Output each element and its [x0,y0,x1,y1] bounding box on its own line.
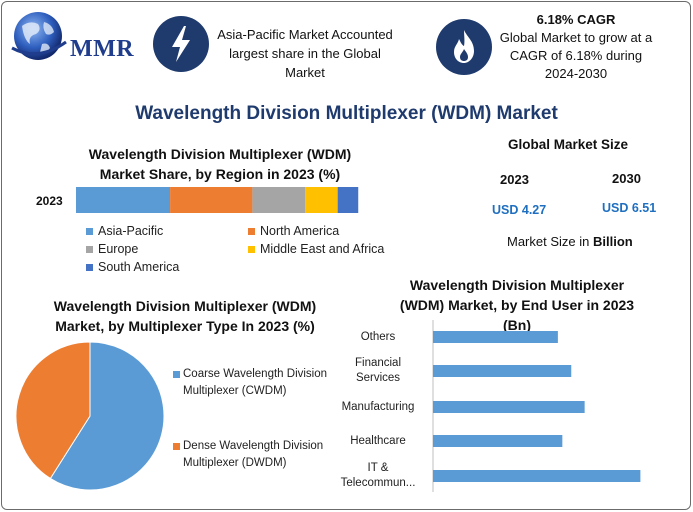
region-segment-south-america [337,187,359,213]
fact-cagr: 6.18% CAGR Global Market to grow at a CA… [492,11,660,83]
enduser-category-label-line: Telecommun... [340,477,416,489]
market-value-2023: USD 4.27 [492,203,547,217]
legend-item-asia-pacific: Asia-Pacific [86,224,163,238]
pie-legend-item-dwdm: Dense Wavelength Division Multiplexer (D… [173,438,343,472]
enduser-category-label: Financial Services [330,356,426,386]
region-bar-label: 2023 [36,194,63,208]
page-title: Wavelength Division Multiplexer (WDM) Ma… [135,103,558,124]
region-chart-title: Wavelength Division Multiplexer (WDM) Ma… [88,146,352,182]
enduser-category-label-line: Others [360,330,396,343]
flame-icon [436,19,492,75]
market-size-note: Market Size in Billion [507,234,633,249]
region-segment-asia-pacific [76,187,171,213]
type-pie-chart [15,341,165,491]
region-segment-middle-east-and-africa [305,187,338,213]
legend-swatch [86,263,93,271]
market-size-title: Global Market Size [508,137,629,152]
enduser-category-label: Healthcare [330,434,426,449]
market-year-2030: 2030 [612,171,641,186]
market-value-2030: USD 6.51 [602,201,657,215]
legend-label: Dense Wavelength Division Multiplexer (D… [183,440,324,469]
legend-label: North America [260,224,340,238]
market-size-note-prefix: Market Size in [507,234,593,249]
legend-swatch [248,245,255,253]
legend-label: Middle East and Africa [260,242,385,256]
enduser-category-label: Others [330,330,426,345]
pie-slice-dwdm [15,341,91,480]
pie-slice-cwdm [49,341,165,491]
enduser-category-label: Manufacturing [330,400,426,415]
cagr-text: Global Market to grow at a CAGR of 6.18%… [499,30,653,81]
pie-legend-item-cwdm: Coarse Wavelength Division Multiplexer (… [173,366,343,400]
cagr-headline: 6.18% CAGR [536,12,616,27]
fact-region-text: Asia-Pacific Market Accounted largest sh… [217,27,393,80]
enduser-bar-manufacturing [433,401,585,413]
region-segment-north-america [170,187,253,213]
legend-item-middle-east-and-africa: Middle East and Africa [248,242,384,256]
legend-swatch [248,227,255,235]
region-segment-europe [252,187,306,213]
region-stacked-bar [76,187,359,213]
enduser-category-label-line: IT & [367,462,389,474]
globe-icon [11,12,67,60]
mmr-logo: MMR [8,8,143,68]
lightning-icon [153,16,209,72]
enduser-bar-healthcare [433,435,563,447]
logo-text: MMR [70,36,135,62]
legend-item-south-america: South America [86,260,179,274]
legend-item-europe: Europe [86,242,138,256]
enduser-category-label-line: Services [355,372,401,384]
enduser-bar-financial-services [433,365,572,377]
legend-item-north-america: North America [248,224,339,238]
enduser-chart-title: Wavelength Division Multiplexer (WDM) Ma… [399,277,635,333]
enduser-category-label: IT & Telecommun... [330,461,426,491]
legend-label: South America [98,260,180,274]
market-year-2023: 2023 [500,172,529,187]
legend-label: Europe [98,242,139,256]
market-size-note-unit: Billion [592,234,633,249]
enduser-bar-it-telecommun [433,470,641,482]
legend-label: Coarse Wavelength Division Multiplexer (… [183,368,328,397]
legend-swatch [173,371,180,378]
enduser-category-label-line: Manufacturing [341,400,415,413]
enduser-category-label-line: Healthcare [350,434,406,447]
legend-swatch [86,245,93,253]
enduser-category-label-line: Financial [354,357,402,369]
enduser-bar-others [433,331,558,343]
legend-swatch [86,227,93,235]
legend-swatch [173,443,180,450]
legend-label: Asia-Pacific [98,224,164,238]
enduser-bar-chart [432,320,641,492]
type-chart-title: Wavelength Division Multiplexer (WDM) Ma… [53,298,317,334]
